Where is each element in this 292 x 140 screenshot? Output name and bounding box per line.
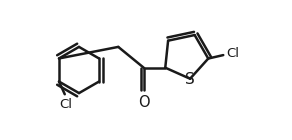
Text: O: O <box>138 95 150 110</box>
Text: Cl: Cl <box>60 98 72 111</box>
Text: S: S <box>185 72 195 87</box>
Text: Cl: Cl <box>226 47 239 60</box>
